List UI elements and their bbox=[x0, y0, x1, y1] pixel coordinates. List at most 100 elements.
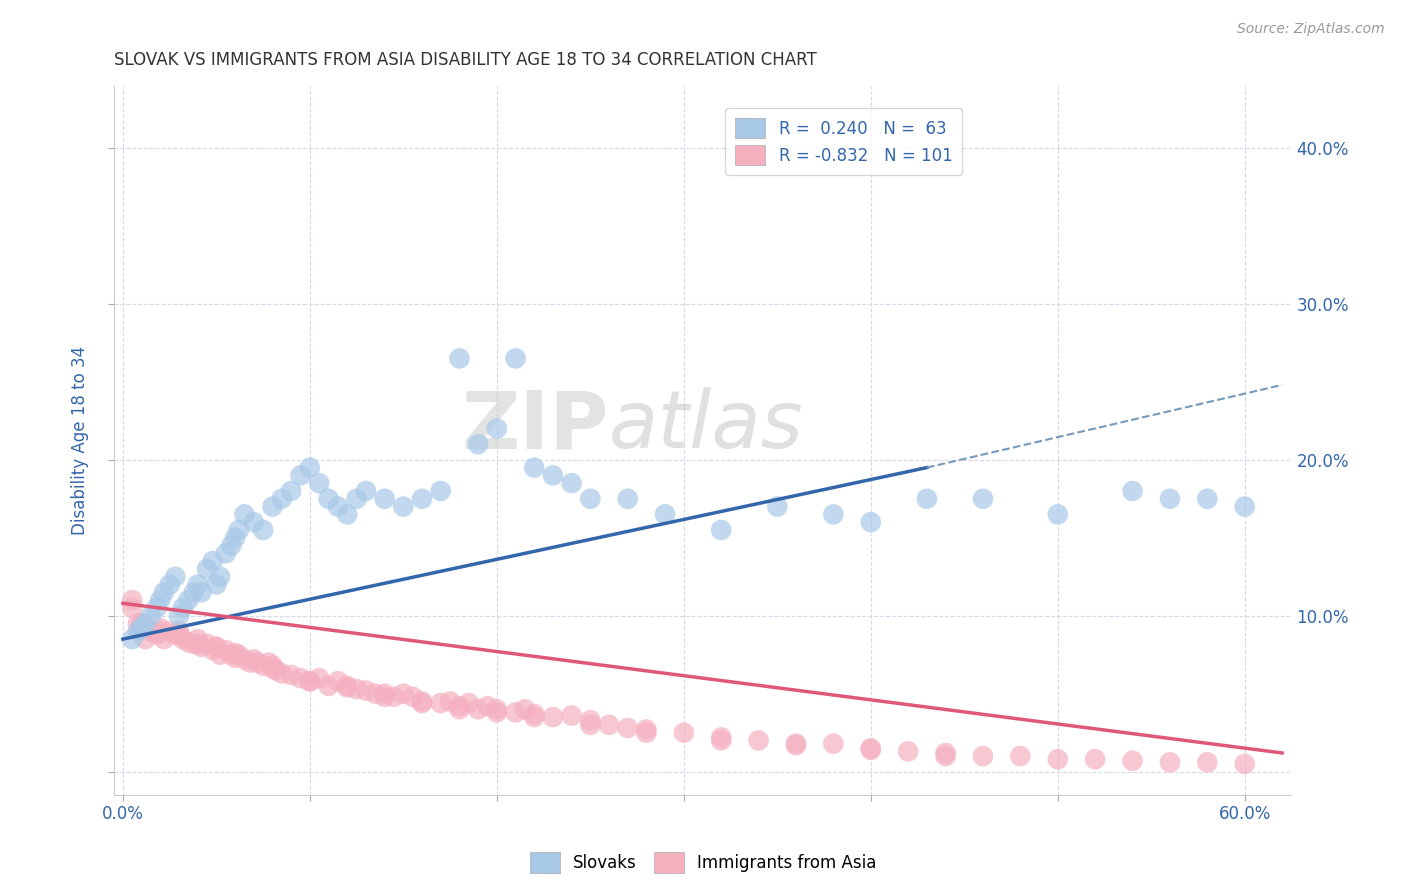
Point bbox=[439, 694, 461, 708]
Point bbox=[477, 699, 499, 714]
Legend: R =  0.240   N =  63, R = -0.832   N = 101: R = 0.240 N = 63, R = -0.832 N = 101 bbox=[725, 108, 962, 176]
Point bbox=[205, 577, 228, 591]
Point bbox=[429, 483, 451, 498]
Point bbox=[262, 500, 284, 514]
Point bbox=[972, 749, 994, 764]
Point bbox=[209, 648, 232, 662]
Point bbox=[167, 608, 190, 623]
Point bbox=[134, 616, 156, 631]
Point bbox=[252, 523, 274, 537]
Point bbox=[149, 624, 172, 639]
Y-axis label: Disability Age 18 to 34: Disability Age 18 to 34 bbox=[72, 346, 89, 535]
Point bbox=[374, 687, 396, 701]
Point bbox=[224, 531, 246, 545]
Point bbox=[411, 491, 433, 506]
Point bbox=[382, 690, 405, 704]
Point bbox=[1122, 483, 1144, 498]
Point bbox=[280, 483, 302, 498]
Point bbox=[153, 632, 176, 647]
Point bbox=[859, 515, 882, 529]
Point bbox=[228, 648, 250, 662]
Point bbox=[1046, 752, 1069, 766]
Point bbox=[1122, 754, 1144, 768]
Point bbox=[485, 702, 508, 716]
Point bbox=[172, 601, 194, 615]
Point bbox=[710, 731, 733, 745]
Point bbox=[523, 460, 546, 475]
Point bbox=[187, 637, 209, 651]
Point bbox=[1233, 756, 1256, 771]
Point bbox=[429, 696, 451, 710]
Point bbox=[364, 687, 387, 701]
Point bbox=[505, 706, 527, 720]
Point bbox=[374, 690, 396, 704]
Point bbox=[1159, 491, 1181, 506]
Point bbox=[187, 577, 209, 591]
Point bbox=[467, 702, 489, 716]
Point bbox=[308, 476, 330, 491]
Point bbox=[457, 696, 479, 710]
Point bbox=[149, 593, 172, 607]
Point bbox=[935, 746, 957, 760]
Point bbox=[131, 616, 153, 631]
Point bbox=[859, 741, 882, 756]
Point bbox=[485, 706, 508, 720]
Point bbox=[228, 523, 250, 537]
Point bbox=[195, 637, 218, 651]
Point bbox=[616, 721, 638, 735]
Point bbox=[190, 585, 212, 599]
Point bbox=[523, 710, 546, 724]
Point bbox=[748, 733, 770, 747]
Point bbox=[183, 637, 205, 651]
Point bbox=[195, 562, 218, 576]
Point bbox=[374, 491, 396, 506]
Point bbox=[1197, 756, 1219, 770]
Point bbox=[224, 650, 246, 665]
Point bbox=[598, 718, 620, 732]
Point bbox=[1233, 500, 1256, 514]
Point bbox=[139, 608, 162, 623]
Point bbox=[270, 491, 292, 506]
Point bbox=[127, 616, 149, 631]
Point bbox=[264, 663, 287, 677]
Point bbox=[246, 656, 269, 670]
Point bbox=[672, 725, 695, 739]
Point bbox=[1197, 491, 1219, 506]
Point bbox=[392, 687, 415, 701]
Point bbox=[280, 668, 302, 682]
Point bbox=[336, 508, 359, 522]
Point bbox=[579, 718, 602, 732]
Point bbox=[785, 737, 807, 751]
Point bbox=[935, 749, 957, 764]
Point bbox=[710, 733, 733, 747]
Point bbox=[221, 648, 243, 662]
Point bbox=[766, 500, 789, 514]
Point bbox=[354, 683, 377, 698]
Point bbox=[336, 681, 359, 695]
Point bbox=[190, 640, 212, 654]
Point bbox=[579, 713, 602, 727]
Point bbox=[1159, 756, 1181, 770]
Point bbox=[153, 585, 176, 599]
Point bbox=[165, 627, 187, 641]
Point bbox=[485, 421, 508, 435]
Point bbox=[823, 508, 845, 522]
Point bbox=[346, 681, 368, 696]
Point bbox=[177, 593, 200, 607]
Text: Source: ZipAtlas.com: Source: ZipAtlas.com bbox=[1237, 22, 1385, 37]
Point bbox=[411, 694, 433, 708]
Point bbox=[239, 656, 262, 670]
Point bbox=[233, 508, 256, 522]
Point bbox=[262, 658, 284, 673]
Point bbox=[298, 674, 321, 689]
Point bbox=[290, 468, 312, 483]
Point bbox=[579, 491, 602, 506]
Point bbox=[449, 702, 471, 716]
Point bbox=[467, 437, 489, 451]
Point bbox=[121, 593, 143, 607]
Point bbox=[326, 674, 349, 689]
Point bbox=[616, 491, 638, 506]
Point bbox=[859, 743, 882, 757]
Point bbox=[187, 632, 209, 647]
Point bbox=[134, 632, 156, 647]
